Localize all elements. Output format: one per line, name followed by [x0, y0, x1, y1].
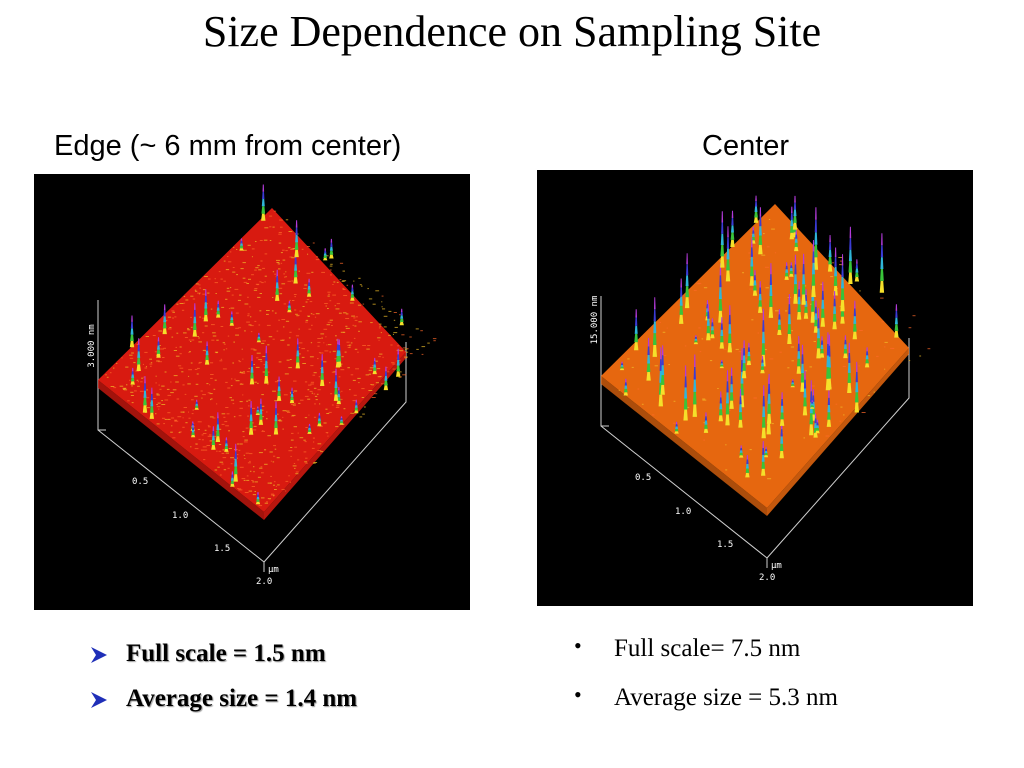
center-bullet-item: • Full scale= 7.5 nm [572, 633, 838, 684]
edge-bullet-text: Full scale = 1.5 nm [126, 640, 326, 667]
edge-afm-image: 3.000 nm 0.5 1.0 1.5 µm 2.0 [34, 174, 470, 610]
center-x-tick-4: 2.0 [759, 573, 775, 583]
edge-bullet-text: Average size = 1.4 nm [126, 685, 358, 712]
center-panel-label: Center [702, 130, 790, 162]
center-afm-surface-plot: 15.000 nm 0.5 1.0 1.5 µm 2.0 [590, 195, 931, 583]
dot-bullet-icon: • [574, 682, 582, 707]
center-x-tick-3: 1.5 [717, 540, 733, 550]
center-x-tick-1: 0.5 [635, 473, 651, 483]
center-unit-label: µm [771, 561, 782, 571]
edge-afm-surface-plot: 3.000 nm 0.5 1.0 1.5 µm 2.0 [87, 184, 437, 587]
edge-z-axis-label: 3.000 nm [87, 324, 97, 367]
slide-title: Size Dependence on Sampling Site [202, 7, 822, 56]
center-bullet-text: Average size = 5.3 nm [614, 684, 838, 711]
edge-panel-label: Edge (~ 6 mm from center) [54, 130, 402, 162]
arrow-bullet-icon [91, 647, 107, 663]
edge-x-tick-1: 0.5 [132, 477, 148, 487]
dot-bullet-icon: • [574, 633, 582, 658]
edge-x-tick-4: 2.0 [256, 577, 272, 587]
edge-bullet-list: Full scale = 1.5 nm Average size = 1.4 n… [90, 640, 357, 730]
edge-bullet-item: Average size = 1.4 nm [90, 685, 357, 730]
center-bullet-list: • Full scale= 7.5 nm • Average size = 5.… [572, 633, 838, 733]
center-z-axis-label: 15.000 nm [590, 296, 600, 345]
arrow-bullet-icon [91, 692, 107, 708]
center-bullet-text: Full scale= 7.5 nm [614, 635, 801, 662]
edge-x-tick-3: 1.5 [214, 544, 230, 554]
edge-x-tick-2: 1.0 [172, 511, 188, 521]
edge-unit-label: µm [268, 565, 279, 575]
center-afm-image: 15.000 nm 0.5 1.0 1.5 µm 2.0 [537, 170, 973, 606]
center-bullet-item: • Average size = 5.3 nm [572, 682, 838, 733]
edge-bullet-item: Full scale = 1.5 nm [90, 640, 357, 685]
center-x-tick-2: 1.0 [675, 507, 691, 517]
